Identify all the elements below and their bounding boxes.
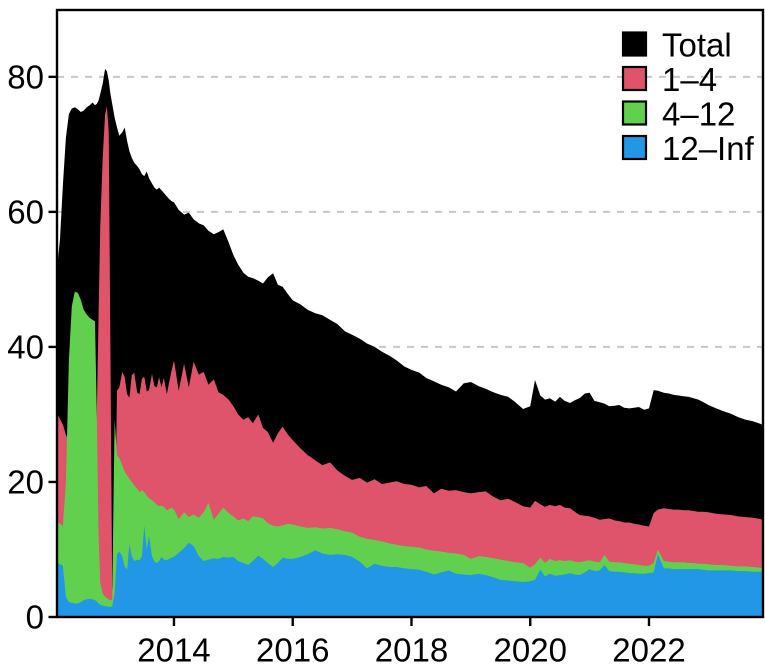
- x-tick-label: 2014: [137, 632, 210, 669]
- y-tick-label: 20: [7, 463, 44, 500]
- y-axis: 0 20 40 60 80: [7, 58, 57, 636]
- y-tick-label: 80: [7, 58, 44, 95]
- area-4-12: [57, 291, 763, 617]
- x-tick-label: 2022: [612, 632, 685, 669]
- x-tick-label: 2018: [375, 632, 448, 669]
- x-tick-label: 2020: [494, 632, 567, 669]
- area-1-4: [57, 106, 763, 617]
- legend-swatch-total: [621, 31, 648, 57]
- legend-label: Total: [662, 27, 732, 64]
- y-tick-label: 0: [26, 599, 44, 636]
- plot-box: [55, 8, 765, 619]
- area-series-group: [57, 68, 763, 617]
- area-12-inf: [57, 525, 763, 617]
- legend-label: 4–12: [662, 96, 735, 133]
- legend-label: 1–4: [662, 61, 717, 98]
- legend-swatch-12-inf: [621, 134, 648, 161]
- legend-swatch-1-4: [621, 65, 648, 92]
- y-tick-label: 40: [7, 328, 44, 365]
- x-axis: 2014 2016 2018 2020 2022: [137, 617, 686, 669]
- legend-label: 12–Inf: [662, 130, 755, 167]
- y-tick-label: 60: [7, 193, 44, 230]
- legend-swatch-4-12: [621, 100, 648, 126]
- x-tick-label: 2016: [256, 632, 329, 669]
